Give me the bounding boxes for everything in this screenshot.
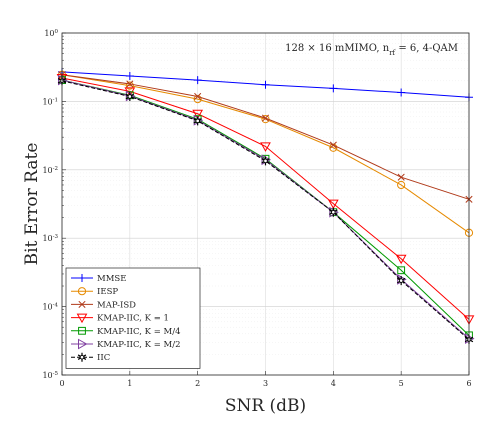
y-tick-base: 10 [42, 234, 52, 243]
legend-item: MAP-ISD [71, 300, 136, 310]
x-tick-label: 6 [466, 379, 471, 388]
y-tick-base: 10 [42, 97, 52, 106]
legend-label: IESP [97, 287, 118, 297]
y-tick-label: 100 [44, 29, 58, 38]
marker-plus [78, 274, 86, 282]
legend-item: IESP [71, 287, 118, 297]
x-axis-label: SNR (dB) [225, 396, 306, 416]
x-tick-label: 3 [263, 379, 268, 388]
y-tick-label: 10-3 [42, 234, 58, 243]
marker-x [126, 80, 134, 88]
y-axis-label: Bit Error Rate [22, 143, 42, 266]
marker-square [78, 326, 86, 335]
y-tick-exponent: -2 [53, 166, 58, 172]
marker-star-core [195, 118, 200, 124]
marker-triangle-down [76, 313, 88, 324]
x-tick-label: 1 [127, 379, 132, 388]
x-tick-label: 4 [331, 379, 336, 388]
annotation-main: 128 × 16 mMIMO, n [285, 43, 390, 54]
marker-triangle-down [260, 142, 271, 152]
marker-plus [125, 72, 134, 81]
x-tick-label: 2 [195, 379, 200, 388]
y-tick-base: 10 [42, 166, 52, 175]
x-tick-label: 5 [399, 379, 404, 388]
legend-label: MMSE [97, 274, 126, 284]
marker-plus [261, 80, 270, 89]
series-layer [56, 67, 475, 345]
marker-x [397, 173, 405, 181]
legend-label: KMAP-IIC, K = M/4 [97, 327, 181, 337]
marker-x [78, 300, 86, 308]
marker-plus [329, 84, 338, 93]
y-tick-exponent: 0 [55, 29, 59, 35]
y-tick-exponent: -4 [53, 303, 59, 309]
y-tick-base: 10 [44, 29, 54, 38]
legend-item: KMAP-IIC, K = M/4 [71, 327, 181, 337]
marker-star-core [398, 278, 404, 283]
legend-item: KMAP-IIC, K = 1 [71, 313, 169, 324]
legend-label: KMAP-IIC, K = M/2 [97, 340, 181, 350]
marker-triangle-down [327, 199, 339, 210]
legend-label: KMAP-IIC, K = 1 [97, 314, 169, 324]
y-tick-label: 10-5 [42, 371, 58, 380]
y-tick-exponent: -5 [53, 371, 59, 377]
legend-item: IIC [71, 352, 110, 363]
chart-annotation: 128 × 16 mMIMO, nrf = 6, 4-QAM [285, 43, 458, 57]
marker-circle [329, 143, 338, 152]
y-tick-base: 10 [42, 303, 52, 312]
marker-plus [397, 88, 406, 97]
marker-x [261, 114, 270, 122]
marker-triangle-right [78, 338, 88, 350]
annotation-subscript: rf [389, 49, 396, 57]
y-tick-label: 10-2 [42, 166, 58, 175]
legend-box [65, 267, 201, 369]
marker-triangle-down [395, 254, 407, 265]
marker-square [397, 266, 406, 275]
marker-star-core [79, 354, 85, 360]
legend-item: MMSE [71, 274, 126, 284]
series-line [61, 74, 470, 234]
series-map-isd [58, 71, 473, 203]
y-tick-label: 10-4 [42, 303, 58, 312]
marker-x [329, 141, 337, 149]
marker-star-core [263, 158, 268, 164]
marker-circle [125, 81, 134, 90]
legend: MMSE IESP MAP-ISD KMAP-IIC, K = 1 KMAP-IIC, … [65, 267, 201, 369]
legend-label: IIC [97, 353, 110, 363]
y-tick-base: 10 [42, 371, 52, 380]
y-tick-exponent: -1 [53, 97, 58, 103]
y-tick-label: 10-1 [42, 97, 58, 106]
marker-circle [397, 180, 406, 190]
legend-item: KMAP-IIC, K = M/2 [71, 338, 181, 350]
marker-x [194, 92, 202, 101]
y-tick-exponent: -3 [53, 234, 59, 240]
x-tick-label: 0 [59, 379, 64, 388]
marker-plus [193, 76, 202, 85]
marker-triangle-down [192, 109, 204, 120]
annotation-tail: = 6, 4-QAM [395, 43, 458, 54]
marker-circle [77, 287, 87, 296]
marker-circle [193, 95, 202, 104]
marker-star-core [127, 94, 133, 99]
marker-star-core [331, 209, 336, 215]
legend-label: MAP-ISD [97, 300, 136, 310]
